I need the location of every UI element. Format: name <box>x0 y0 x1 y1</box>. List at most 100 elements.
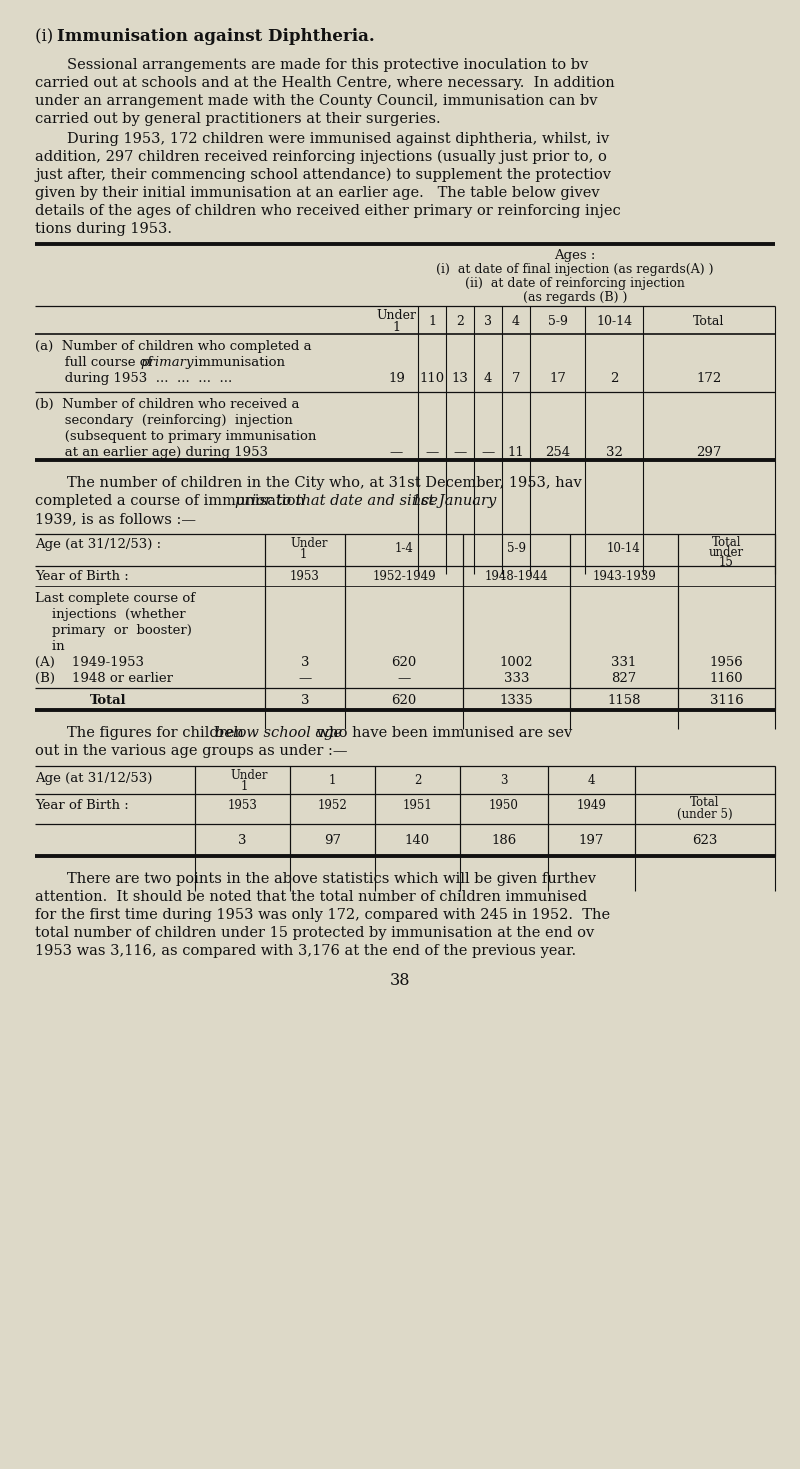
Text: during 1953  ...  ...  ...  ...: during 1953 ... ... ... ... <box>35 372 232 385</box>
Text: attention.  It should be noted that the total number of children immunised: attention. It should be noted that the t… <box>35 890 587 903</box>
Text: 623: 623 <box>692 834 718 848</box>
Text: 4: 4 <box>512 314 520 328</box>
Text: given by their initial immunisation at an earlier age.   The table below givev: given by their initial immunisation at a… <box>35 187 600 200</box>
Text: 1953: 1953 <box>290 570 320 583</box>
Text: Immunisation against Diphtheria.: Immunisation against Diphtheria. <box>57 28 374 46</box>
Text: for the first time during 1953 was only 172, compared with 245 in 1952.  The: for the first time during 1953 was only … <box>35 908 610 923</box>
Text: 1952-1949: 1952-1949 <box>372 570 436 583</box>
Text: in: in <box>35 640 65 654</box>
Text: just after, their commencing school attendance) to supplement the protectiov: just after, their commencing school atte… <box>35 167 611 182</box>
Text: Total: Total <box>712 536 742 549</box>
Text: (i): (i) <box>35 28 64 46</box>
Text: 186: 186 <box>491 834 517 848</box>
Text: Total: Total <box>90 693 126 707</box>
Text: 1951: 1951 <box>402 799 432 812</box>
Text: 1956: 1956 <box>710 657 743 668</box>
Text: 32: 32 <box>606 447 622 458</box>
Text: carried out at schools and at the Health Centre, where necessary.  In addition: carried out at schools and at the Health… <box>35 76 614 90</box>
Text: 3: 3 <box>301 657 310 668</box>
Text: under: under <box>709 546 744 560</box>
Text: (as regards (B) ): (as regards (B) ) <box>523 291 627 304</box>
Text: —: — <box>298 671 312 685</box>
Text: Ages :: Ages : <box>554 250 596 261</box>
Text: 254: 254 <box>545 447 570 458</box>
Text: 4: 4 <box>484 372 492 385</box>
Text: 2: 2 <box>456 314 464 328</box>
Text: 2: 2 <box>414 774 421 787</box>
Text: 1: 1 <box>329 774 336 787</box>
Text: Total: Total <box>694 314 725 328</box>
Text: (under 5): (under 5) <box>677 808 733 821</box>
Text: (a)  Number of children who completed a: (a) Number of children who completed a <box>35 339 312 353</box>
Text: 13: 13 <box>451 372 469 385</box>
Text: Under: Under <box>377 308 417 322</box>
Text: under an arrangement made with the County Council, immunisation can bv: under an arrangement made with the Count… <box>35 94 598 109</box>
Text: prior to that date and since: prior to that date and since <box>235 494 438 508</box>
Text: 3: 3 <box>301 693 310 707</box>
Text: The figures for children: The figures for children <box>67 726 249 740</box>
Text: —: — <box>390 447 403 458</box>
Text: 7: 7 <box>512 372 520 385</box>
Text: (ii)  at date of reinforcing injection: (ii) at date of reinforcing injection <box>465 278 685 289</box>
Text: tions during 1953.: tions during 1953. <box>35 222 172 237</box>
Text: 333: 333 <box>504 671 530 685</box>
Text: 1: 1 <box>241 780 248 793</box>
Text: 1158: 1158 <box>607 693 641 707</box>
Text: 1160: 1160 <box>710 671 743 685</box>
Text: at an earlier age) during 1953: at an earlier age) during 1953 <box>35 447 268 458</box>
Text: secondary  (reinforcing)  injection: secondary (reinforcing) injection <box>35 414 293 427</box>
Text: immunisation: immunisation <box>190 355 285 369</box>
Text: completed a course of immunisation: completed a course of immunisation <box>35 494 310 508</box>
Text: 1952: 1952 <box>318 799 347 812</box>
Text: 172: 172 <box>696 372 722 385</box>
Text: 110: 110 <box>419 372 445 385</box>
Text: 5-9: 5-9 <box>507 542 526 555</box>
Text: Age (at 31/12/53) :: Age (at 31/12/53) : <box>35 538 161 551</box>
Text: 3: 3 <box>238 834 246 848</box>
Text: carried out by general practitioners at their surgeries.: carried out by general practitioners at … <box>35 112 441 126</box>
Text: 1943-1939: 1943-1939 <box>592 570 656 583</box>
Text: 3: 3 <box>484 314 492 328</box>
Text: 1953 was 3,116, as compared with 3,176 at the end of the previous year.: 1953 was 3,116, as compared with 3,176 a… <box>35 945 576 958</box>
Text: Year of Birth :: Year of Birth : <box>35 570 129 583</box>
Text: 331: 331 <box>611 657 637 668</box>
Text: out in the various age groups as under :—: out in the various age groups as under :… <box>35 743 347 758</box>
Text: Year of Birth :: Year of Birth : <box>35 799 129 812</box>
Text: Sessional arrangements are made for this protective inoculation to bv: Sessional arrangements are made for this… <box>67 57 588 72</box>
Text: 97: 97 <box>324 834 341 848</box>
Text: —: — <box>482 447 494 458</box>
Text: 1335: 1335 <box>500 693 534 707</box>
Text: primary: primary <box>140 355 194 369</box>
Text: 11: 11 <box>508 447 524 458</box>
Text: 1-4: 1-4 <box>394 542 414 555</box>
Text: 197: 197 <box>579 834 604 848</box>
Text: Age (at 31/12/53): Age (at 31/12/53) <box>35 773 152 784</box>
Text: 297: 297 <box>696 447 722 458</box>
Text: 5-9: 5-9 <box>547 314 567 328</box>
Text: 1: 1 <box>393 322 401 333</box>
Text: 2: 2 <box>610 372 618 385</box>
Text: below school age: below school age <box>215 726 342 740</box>
Text: —: — <box>454 447 466 458</box>
Text: 17: 17 <box>549 372 566 385</box>
Text: Under: Under <box>290 538 327 549</box>
Text: 3: 3 <box>500 774 508 787</box>
Text: primary  or  booster): primary or booster) <box>35 624 192 638</box>
Text: (A)    1949-1953: (A) 1949-1953 <box>35 657 144 668</box>
Text: 10-14: 10-14 <box>607 542 641 555</box>
Text: 1950: 1950 <box>489 799 519 812</box>
Text: Last complete course of: Last complete course of <box>35 592 195 605</box>
Text: injections  (whether: injections (whether <box>35 608 186 621</box>
Text: who have been immunised are sev: who have been immunised are sev <box>312 726 572 740</box>
Text: (B)    1948 or earlier: (B) 1948 or earlier <box>35 671 173 685</box>
Text: (b)  Number of children who received a: (b) Number of children who received a <box>35 398 299 411</box>
Text: 15: 15 <box>719 555 734 569</box>
Text: 1939, is as follows :—: 1939, is as follows :— <box>35 513 196 526</box>
Text: 19: 19 <box>388 372 405 385</box>
Text: Under: Under <box>230 768 268 782</box>
Text: 1st January: 1st January <box>407 494 496 508</box>
Text: 140: 140 <box>405 834 430 848</box>
Text: 1: 1 <box>300 548 307 561</box>
Text: addition, 297 children received reinforcing injections (usually just prior to, o: addition, 297 children received reinforc… <box>35 150 607 165</box>
Text: Total: Total <box>690 796 720 809</box>
